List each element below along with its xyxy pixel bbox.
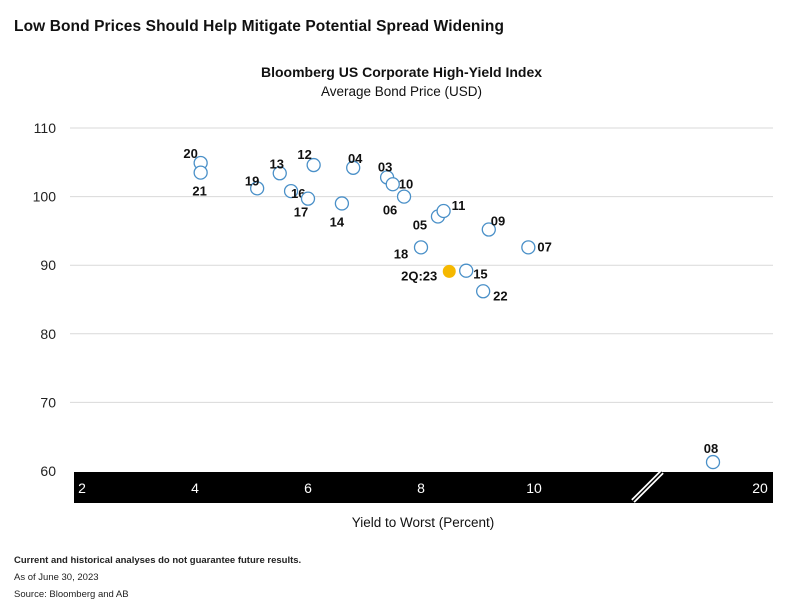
data-label: 09 [491,214,505,229]
data-label: 04 [348,151,363,166]
data-label: 14 [330,214,345,229]
data-point [306,157,321,173]
x-tick-label: 2 [78,480,86,496]
data-point [272,166,287,181]
y-tick-label: 60 [40,463,56,479]
y-tick-label: 70 [40,394,56,410]
data-point [396,189,412,204]
x-tick-label: 20 [752,480,768,496]
data-point [334,196,350,211]
axis-break-line [632,471,663,502]
data-point [481,222,496,237]
data-label: 19 [245,173,259,188]
data-point [475,284,491,299]
data-label: 15 [473,267,487,282]
data-label: 06 [383,203,397,218]
page-title: Low Bond Prices Should Help Mitigate Pot… [14,18,505,35]
x-tick-label: 10 [526,480,542,496]
data-point [521,240,536,255]
data-point [283,183,299,199]
data-point [249,181,265,196]
y-tick-label: 80 [40,326,56,342]
data-point [300,191,316,206]
data-label: 07 [537,239,551,254]
y-tick-label: 100 [33,189,57,205]
data-point [413,240,429,255]
footnotes: Current and historical analyses do not g… [14,552,301,603]
data-label: 12 [297,147,311,162]
x-tick-label: 4 [191,480,199,496]
data-point [193,165,208,180]
data-point [436,203,451,219]
data-label: 10 [399,176,413,191]
as-of-note: As of June 30, 2023 [14,572,99,583]
data-point [346,160,361,175]
source-note: Source: Bloomberg and AB [14,589,129,600]
x-tick-label: 8 [417,480,425,496]
data-point [385,177,400,192]
y-tick-label: 90 [40,257,56,273]
data-label: 2Q:23 [401,268,437,283]
data-label: 17 [294,205,308,220]
data-point [705,454,721,470]
chart-title: Bloomberg US Corporate High-Yield Index [260,64,543,80]
data-label: 03 [378,159,392,174]
data-label: 08 [704,441,718,456]
highlight-point [442,264,456,278]
data-point [459,263,474,278]
data-label: 22 [493,288,507,303]
chart-subtitle: Average Bond Price (USD) [320,84,483,99]
data-label: 21 [192,184,206,199]
x-tick-label: 6 [304,480,312,496]
data-label: 05 [413,217,427,232]
disclaimer-note: Current and historical analyses do not g… [14,555,302,566]
data-label: 18 [394,246,408,261]
data-label: 11 [452,198,466,213]
data-label: 13 [270,156,284,171]
data-label: 20 [183,146,197,161]
y-tick-label: 110 [34,120,57,136]
x-axis-label: Yield to Worst (Percent) [351,515,495,530]
